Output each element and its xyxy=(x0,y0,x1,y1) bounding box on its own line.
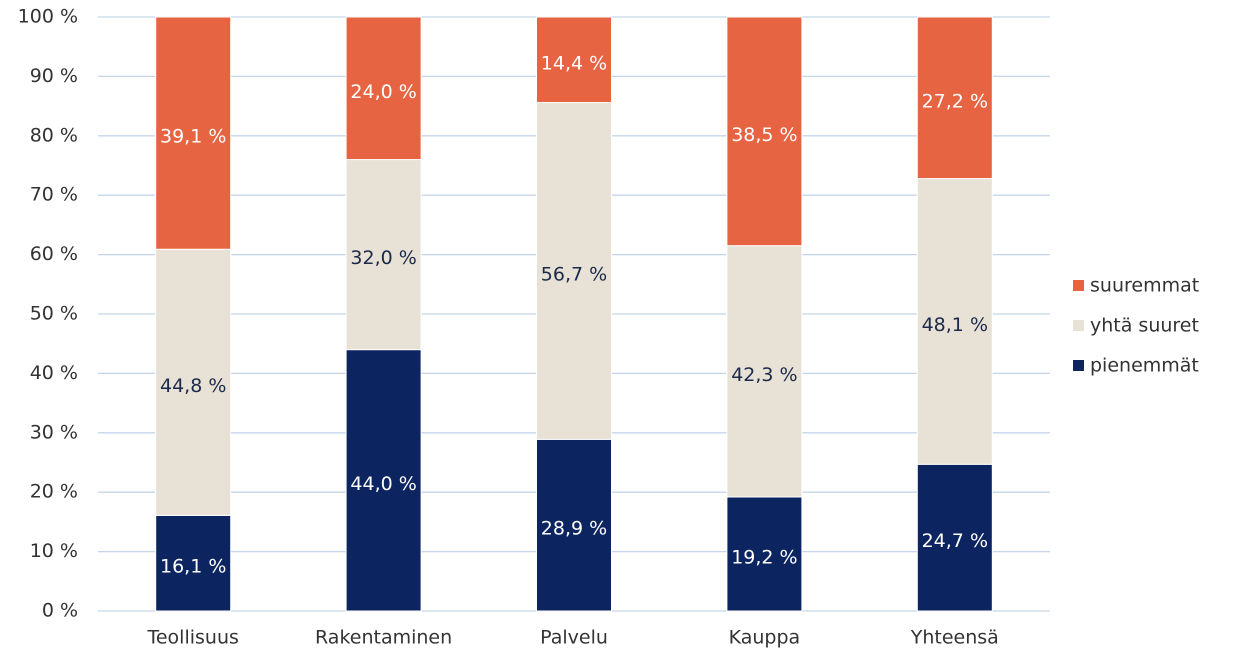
data-label: 39,1 % xyxy=(160,126,226,148)
y-tick-label: 20 % xyxy=(30,481,78,503)
y-tick-label: 10 % xyxy=(30,540,78,562)
bar-segment xyxy=(536,438,612,612)
y-tick-label: 70 % xyxy=(30,184,78,206)
x-tick-label: Palvelu xyxy=(540,627,608,649)
legend-label: yhtä suuret xyxy=(1090,315,1199,337)
legend-swatch xyxy=(1073,360,1084,371)
data-label: 42,3 % xyxy=(731,364,797,386)
y-tick-label: 40 % xyxy=(30,362,78,384)
data-label: 24,7 % xyxy=(922,530,988,552)
bar-segment xyxy=(916,463,993,612)
data-label: 56,7 % xyxy=(541,263,607,285)
bar-segment xyxy=(155,248,232,516)
y-tick-label: 90 % xyxy=(30,65,78,87)
data-label: 14,4 % xyxy=(541,52,607,74)
data-label: 27,2 % xyxy=(922,90,988,112)
y-tick-label: 50 % xyxy=(30,303,78,325)
legend-swatch xyxy=(1073,280,1084,291)
data-label: 48,1 % xyxy=(922,314,988,336)
data-label: 24,0 % xyxy=(350,81,416,103)
bar-segment xyxy=(726,16,803,247)
x-tick-label: Teollisuus xyxy=(146,627,238,649)
data-label: 19,2 % xyxy=(731,546,797,568)
bar-segment xyxy=(726,245,803,498)
data-label: 28,9 % xyxy=(541,518,607,540)
legend-label: suuremmat xyxy=(1090,275,1199,297)
data-label: 32,0 % xyxy=(350,247,416,269)
data-label: 44,8 % xyxy=(160,375,226,397)
bar-segment xyxy=(536,16,612,104)
x-tick-label: Rakentaminen xyxy=(315,627,452,649)
x-tick-label: Kauppa xyxy=(729,627,801,649)
y-tick-label: 60 % xyxy=(30,243,78,265)
x-tick-label: Yhteensä xyxy=(910,627,999,649)
data-label: 16,1 % xyxy=(160,556,226,578)
legend-label: pienemmät xyxy=(1090,355,1199,377)
bar-segment xyxy=(345,159,422,351)
bar-segment xyxy=(345,16,422,161)
legend-swatch xyxy=(1073,320,1084,331)
bar-segment xyxy=(536,102,612,440)
bar-segment xyxy=(916,16,993,180)
bar-segment xyxy=(726,496,803,612)
bar-segment xyxy=(155,16,232,250)
bar-segment xyxy=(345,349,422,612)
y-tick-label: 0 % xyxy=(42,600,78,622)
y-tick-label: 100 % xyxy=(18,6,78,28)
data-label: 38,5 % xyxy=(731,124,797,146)
y-tick-label: 80 % xyxy=(30,124,78,146)
bar-segment xyxy=(155,514,232,612)
data-label: 44,0 % xyxy=(350,473,416,495)
y-tick-label: 30 % xyxy=(30,421,78,443)
